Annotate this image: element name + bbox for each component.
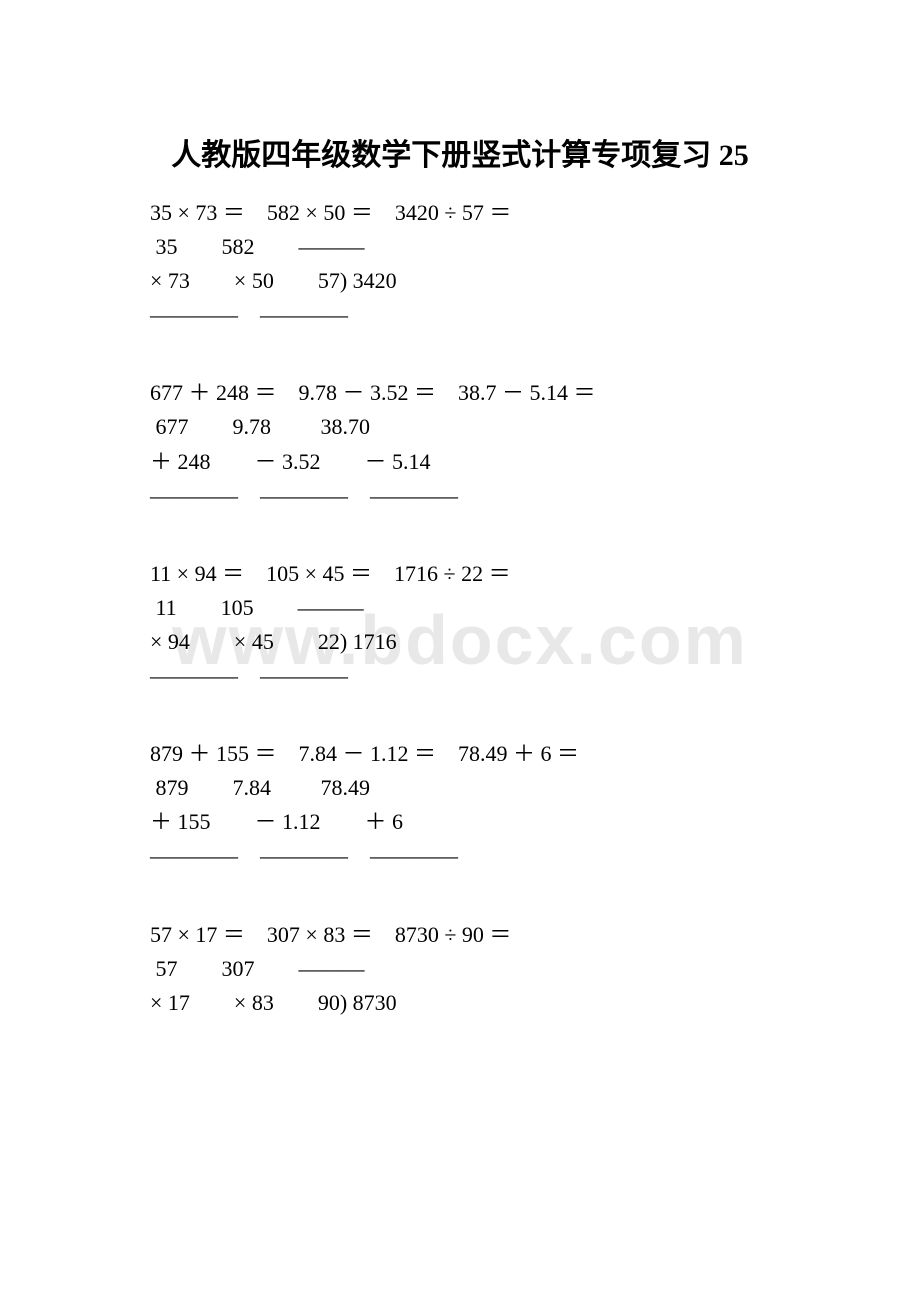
- problem-line: 35 × 73 ＝ 582 × 50 ＝ 3420 ÷ 57 ＝: [150, 196, 820, 230]
- problem-line: ———— ———— ————: [150, 839, 820, 873]
- problem-line: 677 ＋ 248 ＝ 9.78 － 3.52 ＝ 38.7 － 5.14 ＝: [150, 376, 820, 410]
- problem-group: 57 × 17 ＝ 307 × 83 ＝ 8730 ÷ 90 ＝ 57 307 …: [150, 918, 820, 1020]
- problem-line: 11 105 ———: [150, 591, 820, 625]
- problem-group: 11 × 94 ＝ 105 × 45 ＝ 1716 ÷ 22 ＝ 11 105 …: [150, 557, 820, 693]
- problem-line: ＋ 155 － 1.12 ＋ 6: [150, 805, 820, 839]
- problem-line: × 73 × 50 57) 3420: [150, 264, 820, 298]
- problems-content: 35 × 73 ＝ 582 × 50 ＝ 3420 ÷ 57 ＝ 35 582 …: [100, 196, 820, 1020]
- page: 人教版四年级数学下册竖式计算专项复习 25 35 × 73 ＝ 582 × 50…: [0, 0, 920, 1020]
- problem-line: ———— ————: [150, 659, 820, 693]
- problem-line: 35 582 ———: [150, 230, 820, 264]
- problem-line: 879 7.84 78.49: [150, 771, 820, 805]
- problem-line: 57 307 ———: [150, 952, 820, 986]
- problem-line: ———— ————: [150, 298, 820, 332]
- problem-line: 11 × 94 ＝ 105 × 45 ＝ 1716 ÷ 22 ＝: [150, 557, 820, 591]
- problem-group: 879 ＋ 155 ＝ 7.84 － 1.12 ＝ 78.49 ＋ 6 ＝ 87…: [150, 737, 820, 873]
- problem-group: 677 ＋ 248 ＝ 9.78 － 3.52 ＝ 38.7 － 5.14 ＝ …: [150, 376, 820, 512]
- problem-line: × 94 × 45 22) 1716: [150, 625, 820, 659]
- problem-line: 879 ＋ 155 ＝ 7.84 － 1.12 ＝ 78.49 ＋ 6 ＝: [150, 737, 820, 771]
- problem-line: ＋ 248 － 3.52 － 5.14: [150, 445, 820, 479]
- problem-line: ———— ———— ————: [150, 479, 820, 513]
- problem-line: 677 9.78 38.70: [150, 410, 820, 444]
- problem-group: 35 × 73 ＝ 582 × 50 ＝ 3420 ÷ 57 ＝ 35 582 …: [150, 196, 820, 332]
- page-title: 人教版四年级数学下册竖式计算专项复习 25: [100, 130, 820, 174]
- problem-line: × 17 × 83 90) 8730: [150, 986, 820, 1020]
- problem-line: 57 × 17 ＝ 307 × 83 ＝ 8730 ÷ 90 ＝: [150, 918, 820, 952]
